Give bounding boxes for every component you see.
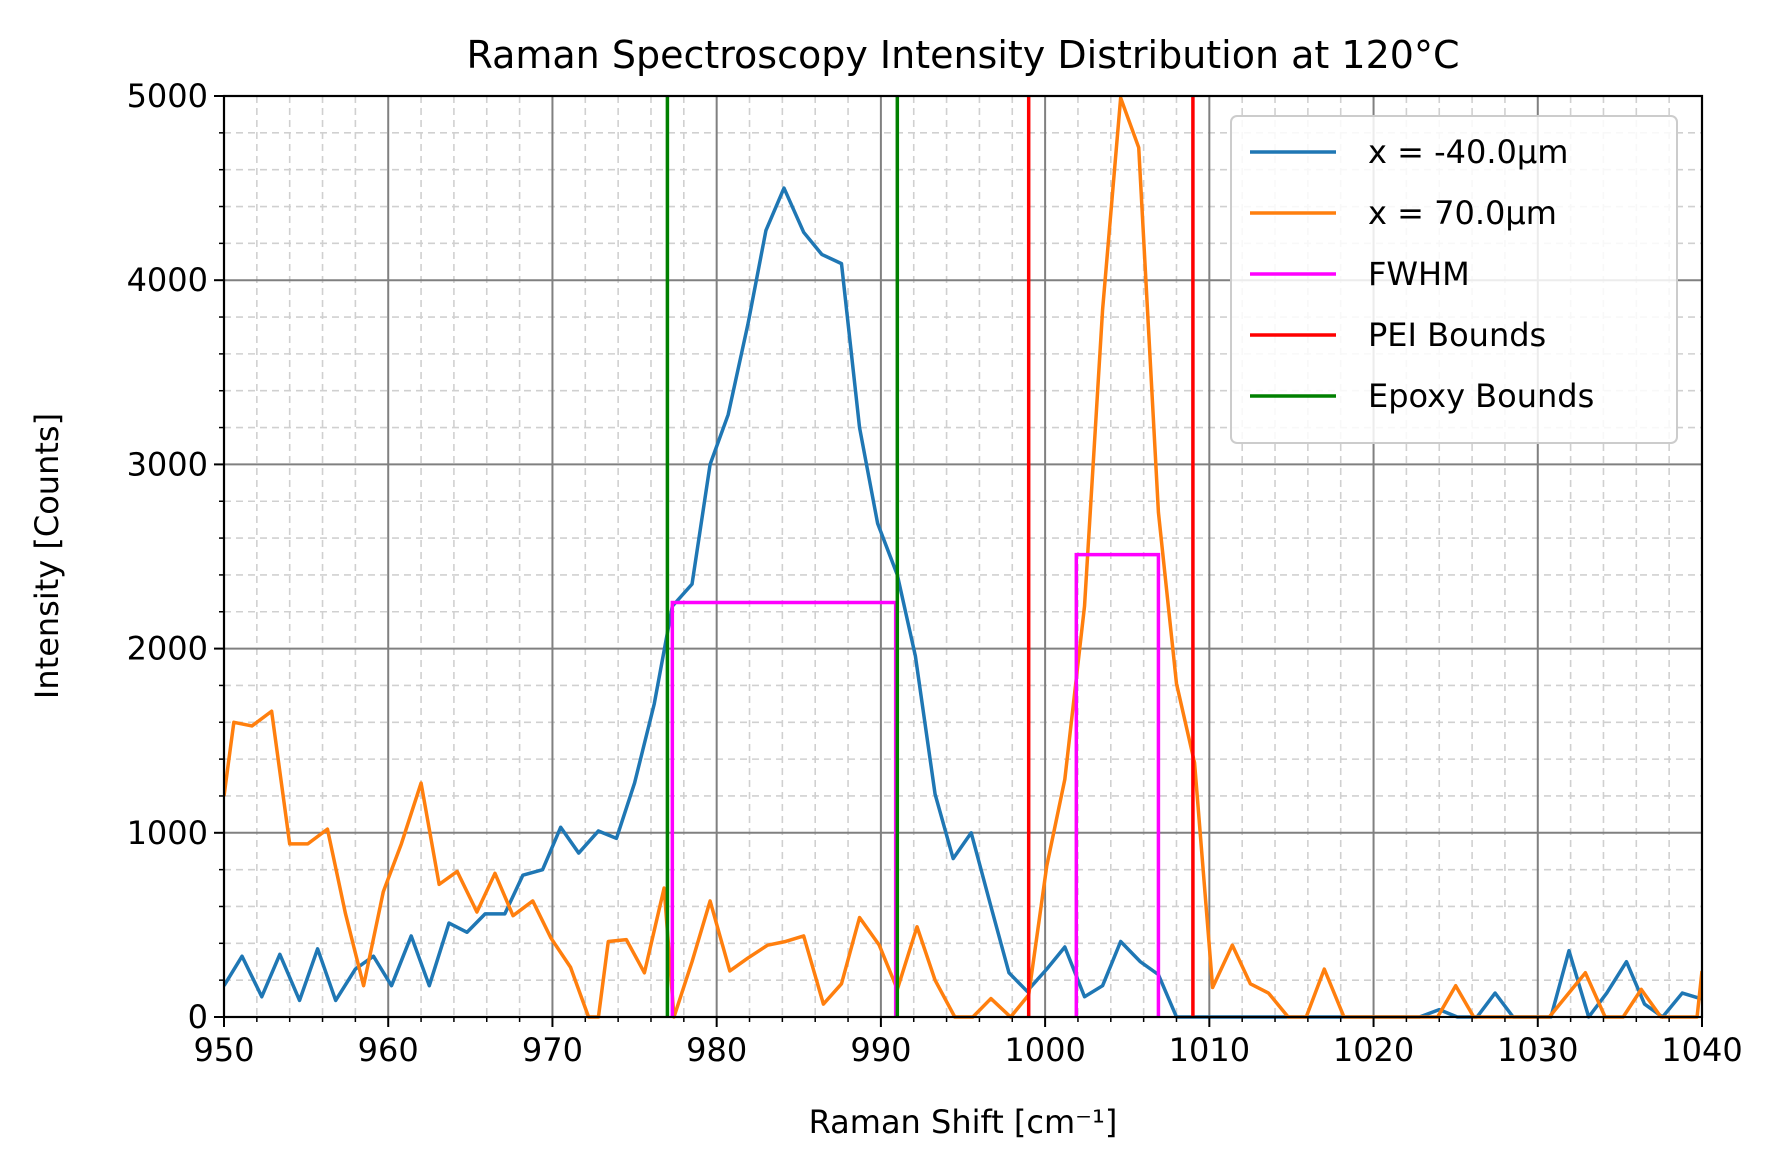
- legend-pei-bounds-label: PEI Bounds: [1368, 316, 1546, 354]
- x-tick-label: 1030: [1497, 1031, 1578, 1069]
- legend-x-40-0-m-label: x = -40.0μm: [1368, 133, 1568, 171]
- y-tick-label: 3000: [127, 445, 208, 483]
- y-tick-label: 4000: [127, 261, 208, 299]
- x-tick-label: 960: [358, 1031, 419, 1069]
- grid: [223, 95, 1703, 1018]
- x-tick-label: 950: [193, 1031, 254, 1069]
- legend-epoxy-bounds-label: Epoxy Bounds: [1368, 377, 1594, 415]
- x-tick-label: 990: [850, 1031, 911, 1069]
- x-axis-label: Raman Shift [cm⁻¹]: [809, 1103, 1118, 1141]
- y-tick-label: 2000: [127, 630, 208, 668]
- x-tick-label: 970: [522, 1031, 583, 1069]
- x-tick-label: 1010: [1169, 1031, 1250, 1069]
- x-tick-label: 980: [686, 1031, 747, 1069]
- x-tick-label: 1020: [1333, 1031, 1414, 1069]
- plot-frame: [222, 94, 1704, 1019]
- y-tick-label: 5000: [127, 77, 208, 115]
- y-tick-label: 0: [188, 998, 208, 1036]
- y-tick-label: 1000: [127, 814, 208, 852]
- y-axis-label: Intensity [Counts]: [28, 413, 66, 699]
- legend-box: [1230, 115, 1678, 444]
- axis-ticks: 950 960 970 980 990 1000 1010 1020 1030 1040 0 1000…: [127, 77, 1743, 1069]
- legend: x = -40.0μm x = 70.0μm FWHM PEI Bounds Epoxy…: [1230, 115, 1678, 444]
- x-tick-label: 1040: [1661, 1031, 1742, 1069]
- legend-fwhm-label: FWHM: [1368, 255, 1470, 293]
- series-fwhm-segment: [1074, 552, 1161, 1017]
- legend-x-70-0-m-label: x = 70.0μm: [1368, 194, 1557, 232]
- chart-title: Raman Spectroscopy Intensity Distributio…: [467, 33, 1460, 77]
- x-tick-label: 1000: [1004, 1031, 1085, 1069]
